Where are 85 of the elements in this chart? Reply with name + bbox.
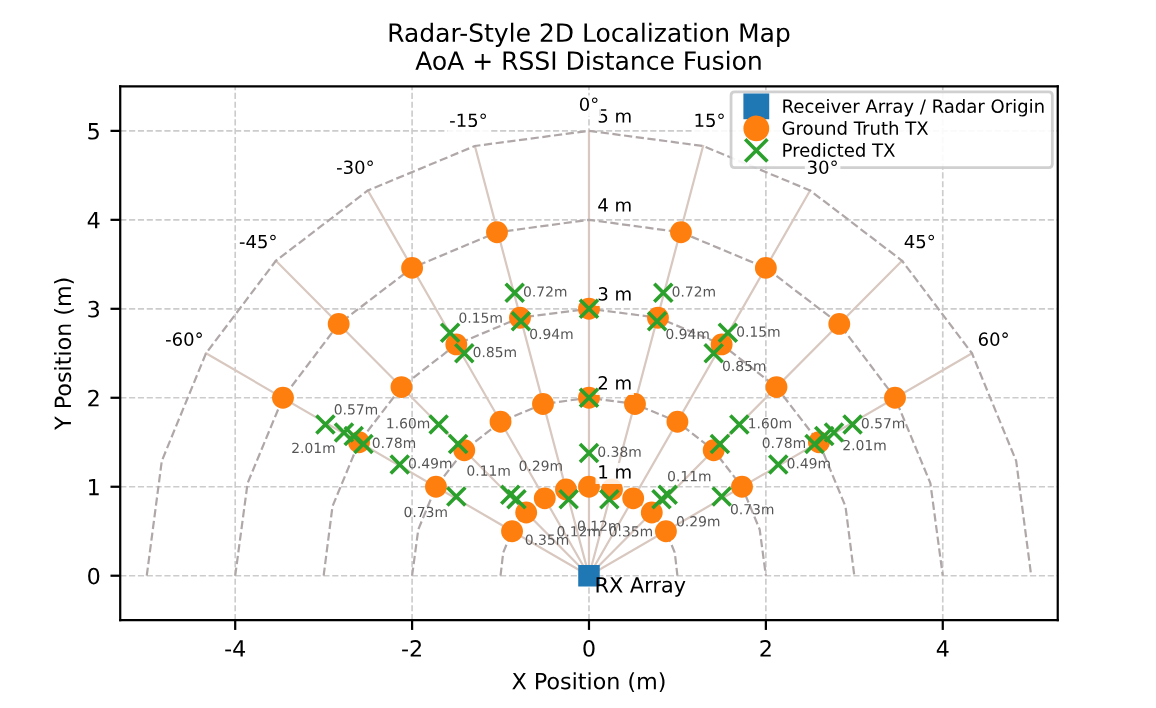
point	[670, 221, 692, 244]
point	[624, 393, 646, 415]
legend-label: Predicted TX	[783, 142, 895, 157]
point	[803, 433, 826, 455]
y-tick-label: 3	[88, 300, 99, 318]
point	[425, 475, 447, 498]
x-axis-title: X Position (m)	[512, 672, 665, 693]
point	[486, 221, 508, 244]
point	[728, 413, 751, 436]
point	[453, 342, 476, 365]
point	[503, 281, 526, 304]
point	[654, 520, 677, 543]
annotation: RX Array	[596, 577, 686, 597]
point	[650, 488, 673, 511]
point	[342, 425, 365, 447]
point	[515, 501, 538, 524]
x-tick-label: -4	[225, 640, 246, 657]
point	[622, 487, 645, 510]
y-axis-title: Y Position (m)	[54, 278, 74, 430]
point	[352, 433, 375, 455]
point	[578, 442, 600, 464]
y-tick-label: 4	[87, 212, 100, 229]
x-tick-label: 2	[760, 640, 771, 657]
annotation: 30°	[807, 160, 837, 175]
point	[813, 425, 836, 447]
point	[388, 453, 411, 476]
point	[828, 312, 851, 335]
point	[717, 322, 739, 344]
point	[652, 281, 675, 304]
point	[640, 501, 663, 524]
point	[489, 410, 512, 433]
point	[390, 376, 413, 399]
point	[499, 483, 522, 506]
x-tick-label: 0	[583, 640, 595, 657]
x-tick-label: 4	[936, 640, 949, 657]
point	[884, 386, 906, 409]
point	[666, 410, 689, 433]
point	[447, 433, 469, 455]
point	[557, 488, 580, 511]
point	[656, 483, 679, 506]
legend-label: Ground Truth TX	[782, 121, 929, 135]
y-tick-label: 2	[88, 389, 99, 407]
point	[710, 485, 733, 508]
annotation: -45°	[239, 234, 276, 249]
legend-label: Receiver Array / Radar Origin	[783, 99, 1044, 117]
y-tick-label: 5	[88, 123, 99, 140]
annotation: 60°	[978, 332, 1008, 347]
annotation: 15°	[695, 113, 724, 128]
point	[501, 520, 523, 543]
annotation: -30°	[336, 160, 373, 175]
annotation: -60°	[165, 332, 202, 347]
point	[709, 433, 731, 455]
annotation: -15°	[450, 113, 486, 128]
point	[439, 322, 461, 344]
annotation: 2 m	[598, 376, 631, 390]
point	[445, 485, 468, 508]
point	[578, 564, 600, 587]
point	[841, 413, 864, 436]
point	[731, 475, 753, 498]
point	[823, 421, 845, 444]
point	[427, 413, 450, 436]
chart-title: Radar-Style 2D Localization Map AoA + RSSI Distance Fusion	[389, 22, 790, 71]
point	[767, 453, 790, 476]
point	[333, 421, 355, 444]
point	[532, 393, 554, 415]
point	[505, 488, 528, 511]
annotation: 45°	[904, 234, 935, 249]
annotation: 1 m	[599, 465, 631, 479]
point	[401, 256, 424, 279]
point	[765, 376, 788, 399]
y-tick-label: 0	[88, 567, 100, 585]
point	[754, 256, 777, 279]
point	[314, 413, 337, 436]
point	[327, 312, 350, 335]
x-tick-label: -2	[402, 640, 421, 657]
annotation: 4 m	[598, 198, 631, 212]
point	[578, 475, 600, 498]
point	[702, 342, 725, 365]
point	[598, 488, 621, 511]
y-tick-label: 1	[89, 478, 99, 496]
point	[272, 386, 294, 409]
point	[533, 487, 556, 510]
annotation: 0°	[579, 97, 598, 112]
annotation: 3 m	[598, 287, 631, 301]
annotation: 5 m	[598, 109, 631, 123]
